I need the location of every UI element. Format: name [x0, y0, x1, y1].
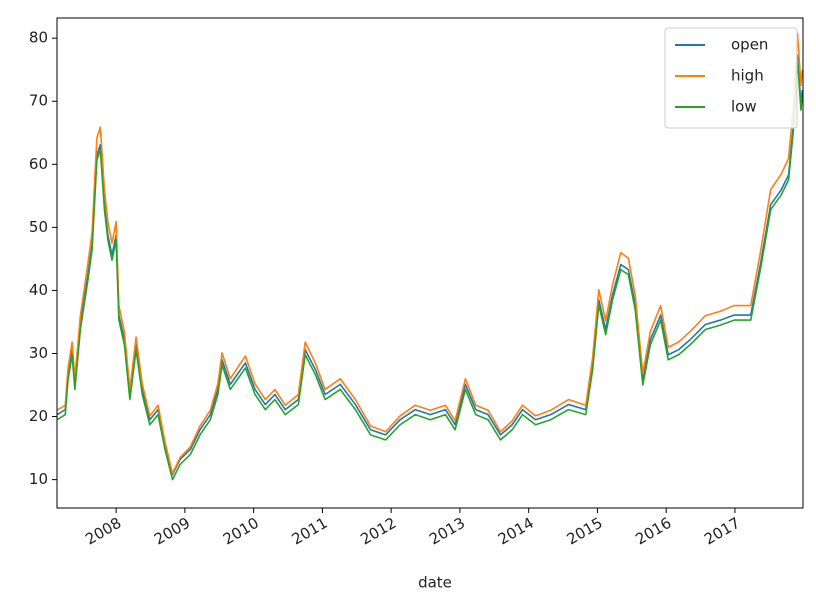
y-tick-label: 70 [29, 92, 48, 110]
x-tick-label: 2008 [82, 514, 124, 549]
y-tick-label: 60 [29, 155, 48, 173]
y-tick-label: 40 [29, 281, 48, 299]
y-tick-label: 20 [29, 407, 48, 425]
series-line [56, 59, 804, 481]
x-tick-label: 2013 [426, 514, 468, 549]
x-tick-label: 2010 [220, 514, 262, 549]
x-tick-label: 2009 [151, 514, 193, 549]
legend-label: low [731, 98, 757, 116]
legend-label: high [731, 67, 764, 85]
y-tick-label: 10 [29, 470, 48, 488]
x-tick-label: 2011 [289, 514, 331, 549]
y-tick-label: 30 [29, 344, 48, 362]
y-tick-label: 50 [29, 218, 48, 236]
x-tick-label: 2015 [564, 514, 606, 549]
legend-box [664, 27, 798, 129]
x-tick-label: 2014 [495, 514, 537, 549]
x-tick-label: 2012 [357, 514, 399, 549]
x-tick-label: 2016 [632, 514, 674, 549]
x-axis-label: date [418, 574, 452, 592]
legend: open high low [664, 27, 798, 129]
legend-label: open [731, 36, 768, 54]
plot-frame [56, 17, 804, 509]
y-tick-label: 80 [29, 29, 48, 47]
x-tick-label: 2017 [701, 514, 743, 549]
